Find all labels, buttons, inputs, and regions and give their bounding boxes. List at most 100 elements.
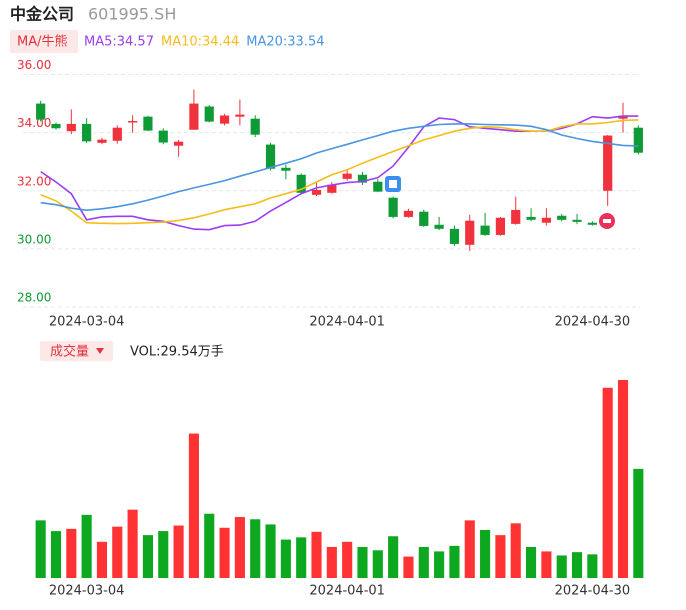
candle-body	[204, 106, 214, 122]
candle-body	[434, 224, 444, 229]
volume-bar	[50, 531, 62, 578]
x-tick-label: 2024-04-30	[555, 315, 631, 330]
x-tick-label: 2024-04-30	[555, 584, 631, 599]
y-tick-label: 36.00	[17, 58, 51, 72]
legend-entry: MA10:34.44	[161, 35, 239, 50]
candle-body	[526, 216, 536, 220]
candle-body	[235, 114, 245, 117]
candle-body	[66, 123, 76, 132]
volume-bar	[142, 535, 153, 578]
candle-body	[511, 209, 521, 224]
candle-body	[311, 189, 322, 195]
legend-title[interactable]: MA/牛熊	[17, 34, 68, 50]
y-tick-label: 28.00	[17, 291, 51, 305]
ma-line	[40, 123, 639, 212]
y-tick-label: 30.00	[17, 232, 51, 246]
candle-body	[128, 121, 138, 123]
legend-entry: MA5:34.57	[84, 35, 154, 50]
volume-bar	[66, 528, 77, 578]
volume-bar	[342, 541, 353, 578]
candle-body	[189, 103, 199, 130]
stock-code: 601995.SH	[88, 5, 176, 24]
candle-body	[281, 167, 291, 171]
volume-bar	[587, 554, 598, 578]
volume-bar	[602, 387, 613, 578]
marker-red	[599, 213, 615, 229]
candle-body	[557, 215, 567, 220]
candle-body	[158, 130, 168, 143]
indicator-name[interactable]: 成交量	[50, 344, 89, 360]
candle-body	[143, 116, 153, 131]
candle-body	[633, 127, 643, 153]
volume-bar	[265, 524, 276, 578]
candle-body	[465, 220, 475, 245]
candle-body	[342, 173, 352, 179]
volume-bar	[280, 539, 291, 578]
x-tick-label: 2024-03-04	[49, 315, 125, 330]
volume-bar	[158, 531, 169, 578]
candle-body	[419, 211, 429, 226]
plot-layer: MA5:34.57 MA10:34.44 MA20:33.54 36.00 34.00 3…	[17, 35, 644, 599]
candle-body	[51, 123, 61, 129]
volume-bar	[418, 546, 429, 578]
volume-bar	[480, 529, 491, 578]
volume-bar	[250, 519, 261, 578]
volume-bar	[403, 556, 414, 578]
ma-line	[40, 119, 639, 225]
volume-bar	[495, 535, 506, 578]
candle-body	[495, 217, 506, 235]
volume-bar	[633, 468, 644, 578]
volume-bar	[173, 525, 184, 578]
volume-bar	[311, 531, 322, 578]
x-tick-label: 2024-04-01	[309, 315, 385, 330]
candle-body	[403, 210, 414, 217]
volume-bar	[35, 520, 46, 578]
candle-body	[388, 197, 398, 217]
volume-bar	[296, 537, 307, 578]
volume-bar	[541, 551, 552, 578]
x-tick-label: 2024-03-04	[49, 584, 125, 599]
x-tick-label: 2024-04-01	[309, 584, 385, 599]
volume-bar	[372, 550, 383, 578]
y-tick-label: 32.00	[17, 174, 51, 188]
volume-bar	[388, 536, 399, 578]
volume-bar	[571, 552, 583, 578]
candle-body	[296, 174, 306, 193]
candle-body	[618, 115, 628, 119]
candle-body	[603, 135, 613, 191]
volume-bar	[326, 546, 337, 578]
candle-body	[587, 222, 597, 225]
volume-bar	[434, 551, 445, 578]
volume-bar	[96, 541, 108, 578]
candle-body	[357, 174, 368, 183]
legend-entry: MA20:33.54	[246, 35, 324, 50]
volume-bar	[81, 514, 92, 578]
candle-body	[112, 127, 122, 141]
y-tick-label: 34.00	[17, 116, 51, 130]
candle-body	[572, 219, 582, 222]
candle-body	[373, 181, 383, 192]
volume-bar	[464, 520, 475, 578]
candle-body	[250, 118, 260, 135]
volume-bar	[357, 546, 368, 578]
volume-label: VOL:29.54万手	[130, 345, 224, 360]
volume-bar	[556, 555, 567, 578]
candle-body	[82, 123, 92, 142]
marker-blue	[385, 176, 401, 192]
indicator-toggle[interactable]	[40, 341, 113, 361]
volume-bar	[617, 380, 629, 578]
volume-bar	[127, 509, 138, 578]
volume-bar	[234, 517, 245, 578]
volume-bar	[188, 433, 199, 578]
volume-bar	[112, 526, 123, 578]
legend-toggle[interactable]	[10, 30, 78, 53]
volume-bar	[510, 523, 521, 578]
candle-body	[97, 139, 107, 143]
candle-body	[449, 228, 460, 244]
volume-bar	[449, 545, 460, 578]
dropdown-arrow[interactable]	[96, 348, 104, 354]
candle-body	[480, 225, 490, 235]
candle-body	[541, 217, 551, 223]
candle-body	[219, 115, 230, 124]
candle-body	[265, 144, 276, 169]
